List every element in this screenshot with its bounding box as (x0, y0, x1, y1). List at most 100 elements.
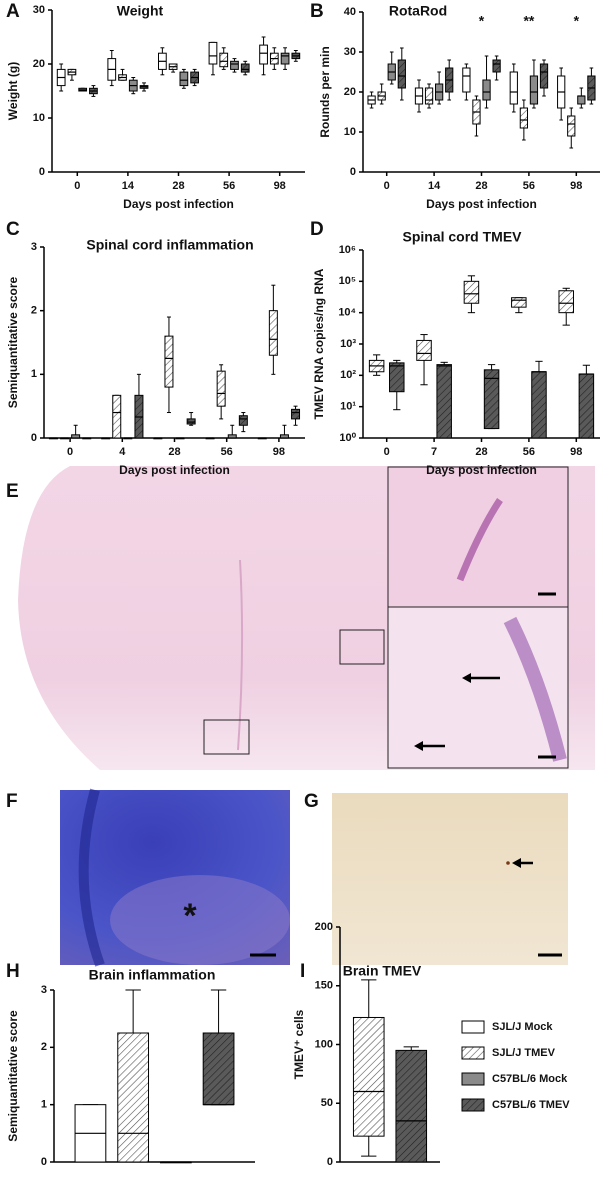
box (511, 297, 527, 308)
x-tick-label: 28 (172, 180, 184, 192)
y-tick-label: 10 (344, 126, 356, 138)
x-tick-label: 98 (570, 446, 582, 458)
x-axis-label: Days post infection (426, 197, 537, 211)
box (238, 415, 248, 426)
positive-cell (506, 861, 510, 865)
y-tick-label: 20 (344, 86, 356, 98)
y-axis-label: Rounds per min (318, 46, 332, 137)
lesion (110, 875, 290, 965)
box (492, 59, 501, 73)
box (395, 1049, 428, 1163)
y-tick-label: 10² (340, 369, 356, 381)
y-tick-label: 0 (350, 166, 356, 178)
legend-swatch (461, 1072, 485, 1086)
box (164, 335, 174, 388)
chart-title: RotaRod (389, 3, 447, 19)
box (186, 418, 196, 425)
legend-label: C57BL/6 Mock (492, 1073, 568, 1085)
box (567, 115, 576, 137)
y-axis-label: Semiquantitative score (6, 276, 20, 408)
y-tick-label: 10 (33, 112, 45, 124)
x-tick-label: 0 (67, 446, 73, 458)
y-axis-label: TMEV RNA copies/ng RNA (312, 268, 326, 419)
y-tick-label: 10⁵ (339, 275, 356, 287)
chart-title: Weight (117, 3, 164, 19)
y-tick-label: 0 (31, 432, 37, 444)
y-tick-label: 10³ (340, 338, 356, 350)
box (112, 394, 122, 439)
y-tick-label: 10⁰ (339, 432, 356, 444)
legend-label: SJL/J TMEV (492, 1047, 556, 1059)
y-tick-label: 2 (31, 305, 37, 317)
box (397, 59, 406, 89)
box (529, 75, 539, 105)
panel-letter: B (310, 1, 324, 22)
y-tick-label: 0 (39, 166, 45, 178)
box (577, 95, 586, 105)
x-tick-label: 14 (122, 180, 135, 192)
panel-letter: E (6, 481, 19, 502)
x-axis-label: Days post infection (426, 463, 537, 477)
y-axis-label: Semiquantitative score (6, 1010, 20, 1142)
histology-he (18, 466, 595, 770)
box (424, 87, 434, 105)
panel-letter: H (6, 961, 20, 982)
chart-title: Spinal cord inflammation (86, 237, 253, 253)
tissue-feature (237, 559, 244, 751)
panel-letter: D (310, 219, 324, 240)
y-tick-label: 2 (41, 1041, 47, 1053)
legend-swatch (461, 1098, 485, 1112)
x-tick-label: 98 (570, 180, 582, 192)
box (208, 41, 218, 65)
x-tick-label: 98 (273, 446, 285, 458)
annotation: * (183, 897, 197, 935)
arrow-head (414, 741, 423, 751)
significance: * (574, 13, 580, 29)
y-tick-label: 20 (33, 58, 45, 70)
y-tick-label: 0 (327, 1156, 333, 1168)
box (202, 1032, 235, 1106)
y-axis-label: Weight (g) (6, 62, 20, 120)
x-tick-label: 0 (384, 180, 390, 192)
box (462, 67, 471, 93)
box (280, 52, 290, 65)
box (268, 310, 278, 356)
y-tick-label: 30 (344, 46, 356, 58)
x-tick-label: 28 (475, 180, 487, 192)
x-tick-label: 0 (384, 446, 390, 458)
inset-box (339, 629, 385, 665)
chart-title: Brain inflammation (89, 967, 216, 983)
x-tick-label: 56 (523, 446, 535, 458)
box (482, 79, 491, 101)
tissue-feature (78, 788, 105, 967)
panel-letter: C (6, 219, 20, 240)
x-tick-label: 56 (523, 180, 535, 192)
chart-title: Brain TMEV (343, 963, 422, 979)
x-tick-label: 0 (74, 180, 80, 192)
x-axis-label: Days post infection (119, 463, 230, 477)
x-tick-label: 56 (221, 446, 233, 458)
box (416, 339, 432, 361)
y-tick-label: 0 (41, 1156, 47, 1168)
histology-lfb (60, 788, 290, 967)
y-tick-label: 30 (33, 4, 45, 16)
chart-title: Spinal cord TMEV (402, 229, 522, 245)
y-tick-label: 1 (41, 1099, 47, 1111)
box (436, 364, 452, 439)
box (117, 1032, 150, 1163)
box (483, 369, 500, 430)
legend-label: C57BL/6 TMEV (492, 1099, 570, 1111)
y-tick-label: 10⁶ (339, 244, 356, 256)
box (216, 370, 226, 407)
x-tick-label: 56 (223, 180, 235, 192)
inset-box (203, 719, 250, 755)
y-axis-label: TMEV⁺ cells (292, 1009, 306, 1079)
y-tick-label: 200 (315, 921, 333, 933)
histology-ihc (332, 793, 568, 965)
box (531, 371, 547, 439)
box (539, 63, 549, 89)
x-tick-label: 4 (119, 446, 126, 458)
vessel (456, 498, 503, 582)
arrow-head (462, 673, 471, 683)
